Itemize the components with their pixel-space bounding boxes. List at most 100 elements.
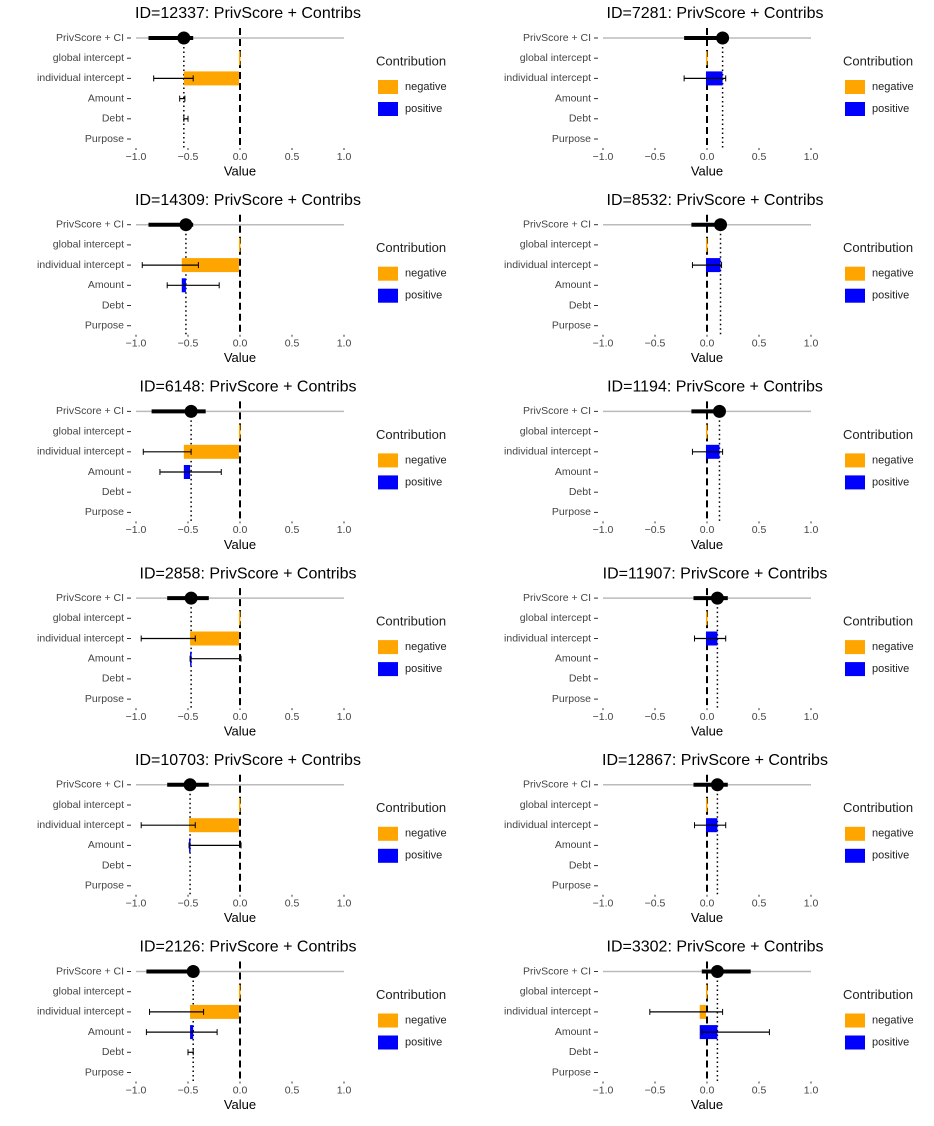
x-tick-label: −0.5 xyxy=(645,151,666,163)
y-tick-label: global intercept xyxy=(520,425,591,437)
x-tick-label: 1.0 xyxy=(337,1084,352,1096)
x-tick-label: −1.0 xyxy=(126,151,147,163)
legend-label: positive xyxy=(872,476,909,488)
score-point xyxy=(186,965,200,978)
legend-label: positive xyxy=(872,290,909,302)
x-tick-label: −1.0 xyxy=(593,524,614,536)
y-tick-label: global intercept xyxy=(53,612,124,624)
x-tick-label: 0.0 xyxy=(233,711,248,723)
x-tick-label: 0.0 xyxy=(700,898,715,910)
y-tick-label: global intercept xyxy=(53,985,124,997)
x-tick-label: 0.5 xyxy=(752,711,767,723)
legend-swatch xyxy=(378,80,398,94)
y-tick-label: Purpose xyxy=(552,133,591,145)
chart-title: ID=11907: PrivScore + Contribs xyxy=(603,565,828,582)
x-axis-label: Value xyxy=(691,537,723,552)
x-tick-label: 1.0 xyxy=(804,524,819,536)
x-tick-label: −0.5 xyxy=(178,524,199,536)
y-tick-label: Purpose xyxy=(85,133,124,145)
bar xyxy=(705,237,708,252)
panel: ID=2126: PrivScore + Contribs PrivScore +… xyxy=(37,939,447,1112)
panel: ID=1194: PrivScore + Contribs PrivScore +… xyxy=(504,379,914,552)
y-tick-label: Amount xyxy=(88,92,124,104)
x-axis-label: Value xyxy=(691,163,723,178)
legend-label: negative xyxy=(405,81,447,93)
y-tick-label: Purpose xyxy=(552,1066,591,1078)
legend-swatch xyxy=(378,475,398,490)
legend-swatch xyxy=(378,640,398,655)
bar xyxy=(190,631,239,646)
legend-label: negative xyxy=(872,454,914,466)
x-tick-label: 1.0 xyxy=(804,337,819,349)
x-tick-label: 0.5 xyxy=(752,337,767,349)
y-tick-label: individual intercept xyxy=(504,632,591,644)
x-tick-label: 0.0 xyxy=(233,337,248,349)
chart-title: ID=10703: PrivScore + Contribs xyxy=(135,752,361,769)
x-tick-label: 0.5 xyxy=(285,1084,300,1096)
x-tick-label: 1.0 xyxy=(804,711,819,723)
bar xyxy=(189,818,239,833)
y-tick-label: Purpose xyxy=(85,880,124,892)
y-tick-label: PrivScore + CI xyxy=(56,779,124,791)
score-point xyxy=(710,965,724,978)
y-tick-label: Amount xyxy=(555,92,591,104)
legend-swatch xyxy=(845,826,865,841)
y-tick-label: individual intercept xyxy=(37,259,124,271)
panel: ID=7281: PrivScore + Contribs PrivScore +… xyxy=(504,5,914,178)
chart-title: ID=14309: PrivScore + Contribs xyxy=(135,192,361,209)
y-tick-label: Debt xyxy=(569,859,591,871)
x-tick-label: −1.0 xyxy=(593,1084,614,1096)
chart-title: ID=12337: PrivScore + Contribs xyxy=(135,5,361,22)
y-tick-label: PrivScore + CI xyxy=(523,32,591,44)
legend-label: positive xyxy=(405,663,442,675)
legend-swatch xyxy=(378,453,398,468)
legend-swatch xyxy=(845,266,865,281)
legend-swatch xyxy=(845,1013,865,1028)
y-tick-label: Amount xyxy=(555,466,591,478)
y-tick-label: Debt xyxy=(102,1046,124,1058)
y-tick-label: PrivScore + CI xyxy=(523,592,591,604)
chart-title: ID=2858: PrivScore + Contribs xyxy=(140,565,357,582)
y-tick-label: Purpose xyxy=(85,506,124,518)
y-tick-label: Debt xyxy=(569,113,591,125)
y-tick-label: global intercept xyxy=(520,52,591,64)
x-tick-label: 0.0 xyxy=(700,711,715,723)
y-tick-label: individual intercept xyxy=(504,819,591,831)
legend-swatch xyxy=(378,826,398,841)
x-tick-label: 0.5 xyxy=(285,337,300,349)
y-tick-label: Amount xyxy=(88,279,124,291)
x-tick-label: 1.0 xyxy=(804,898,819,910)
legend-title: Contribution xyxy=(376,53,446,68)
panel: ID=6148: PrivScore + Contribs PrivScore +… xyxy=(37,379,447,552)
legend-title: Contribution xyxy=(843,240,913,255)
legend-swatch xyxy=(845,1035,865,1050)
legend-label: negative xyxy=(872,1014,914,1026)
legend-swatch xyxy=(845,102,865,116)
panel: ID=8532: PrivScore + Contribs PrivScore +… xyxy=(504,192,914,365)
y-tick-label: Purpose xyxy=(552,693,591,705)
legend-label: positive xyxy=(872,850,909,862)
legend-swatch xyxy=(845,848,865,863)
legend-swatch xyxy=(845,640,865,655)
legend-label: negative xyxy=(872,641,914,653)
panel: ID=14309: PrivScore + Contribs PrivScore … xyxy=(37,192,447,365)
legend-label: positive xyxy=(405,103,442,115)
legend-label: positive xyxy=(872,1036,909,1048)
x-tick-label: 1.0 xyxy=(804,151,819,163)
x-tick-label: 0.5 xyxy=(285,898,300,910)
chart-title: ID=2126: PrivScore + Contribs xyxy=(140,939,357,956)
y-tick-label: Debt xyxy=(569,673,591,685)
y-tick-label: Debt xyxy=(569,486,591,498)
x-tick-label: 1.0 xyxy=(337,711,352,723)
legend-title: Contribution xyxy=(376,427,446,442)
x-tick-label: −0.5 xyxy=(178,337,199,349)
legend-title: Contribution xyxy=(843,614,913,629)
x-tick-label: −1.0 xyxy=(126,711,147,723)
x-tick-label: 0.0 xyxy=(700,524,715,536)
panel: ID=10703: PrivScore + Contribs PrivScore … xyxy=(37,752,447,925)
x-axis-label: Value xyxy=(691,910,723,925)
y-tick-label: global intercept xyxy=(520,799,591,811)
bar xyxy=(705,798,708,812)
legend-title: Contribution xyxy=(376,987,446,1002)
y-tick-label: individual intercept xyxy=(504,72,591,84)
